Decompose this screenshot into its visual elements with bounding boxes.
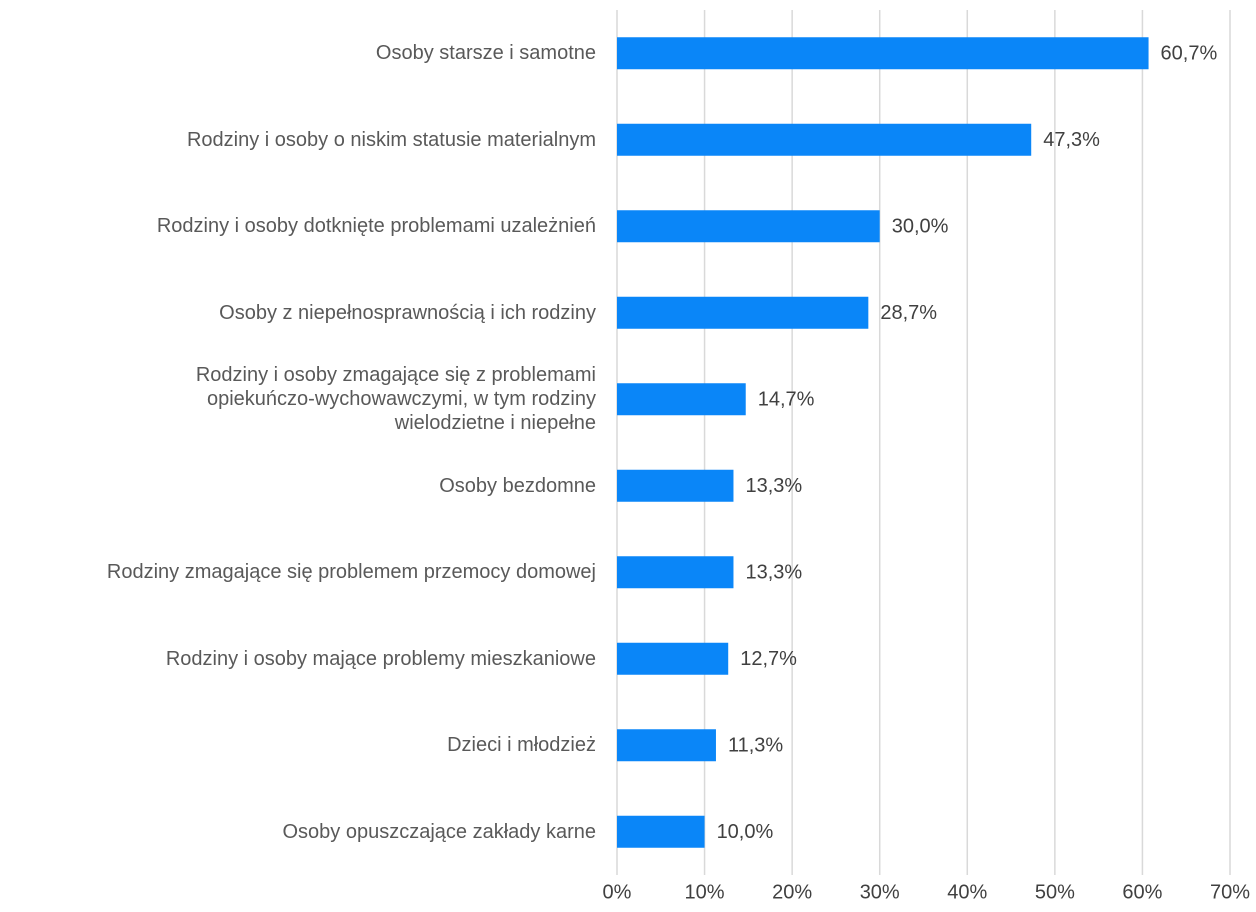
bar xyxy=(617,729,716,762)
value-label: 13,3% xyxy=(745,475,802,497)
category-label: Rodziny zmagające się problemem przemocy… xyxy=(106,561,596,584)
value-label: 28,7% xyxy=(880,302,937,324)
x-tick-label: 20% xyxy=(772,881,812,903)
value-label: 10,0% xyxy=(717,821,774,843)
bar xyxy=(617,210,880,243)
category-label: Rodziny i osoby zmagające się z problema… xyxy=(195,364,596,435)
category-label: Rodziny i osoby o niskim statusie materi… xyxy=(186,128,596,151)
bar xyxy=(617,469,734,502)
value-label: 60,7% xyxy=(1161,43,1218,65)
value-label: 11,3% xyxy=(728,735,783,757)
x-tick-label: 50% xyxy=(1035,881,1075,903)
bar xyxy=(617,37,1149,70)
category-label: Osoby opuszczające zakłady karne xyxy=(282,820,597,843)
bar xyxy=(617,296,869,329)
bar xyxy=(617,123,1032,156)
value-label: 13,3% xyxy=(745,562,802,584)
bar xyxy=(617,383,746,416)
bar xyxy=(617,556,734,589)
value-label: 47,3% xyxy=(1043,129,1100,151)
x-tick-label: 10% xyxy=(685,881,725,903)
x-tick-label: 30% xyxy=(860,881,900,903)
x-tick-label: 60% xyxy=(1122,881,1162,903)
category-label: Rodziny i osoby mające problemy mieszkan… xyxy=(165,647,596,670)
value-label: 12,7% xyxy=(740,648,797,670)
bar xyxy=(617,642,729,675)
value-label: 14,7% xyxy=(758,389,815,411)
x-tick-label: 0% xyxy=(603,881,632,903)
category-label: Rodziny i osoby dotknięte problemami uza… xyxy=(156,215,596,238)
category-label: Osoby starsze i samotne xyxy=(375,42,596,65)
category-label: Osoby z niepełnosprawnością i ich rodzin… xyxy=(219,301,596,324)
value-label: 30,0% xyxy=(892,216,949,238)
x-tick-label: 40% xyxy=(947,881,987,903)
category-label: Dzieci i młodzież xyxy=(447,734,596,757)
x-tick-label: 70% xyxy=(1210,881,1250,903)
bar xyxy=(617,815,705,848)
category-label: Osoby bezdomne xyxy=(439,474,596,497)
